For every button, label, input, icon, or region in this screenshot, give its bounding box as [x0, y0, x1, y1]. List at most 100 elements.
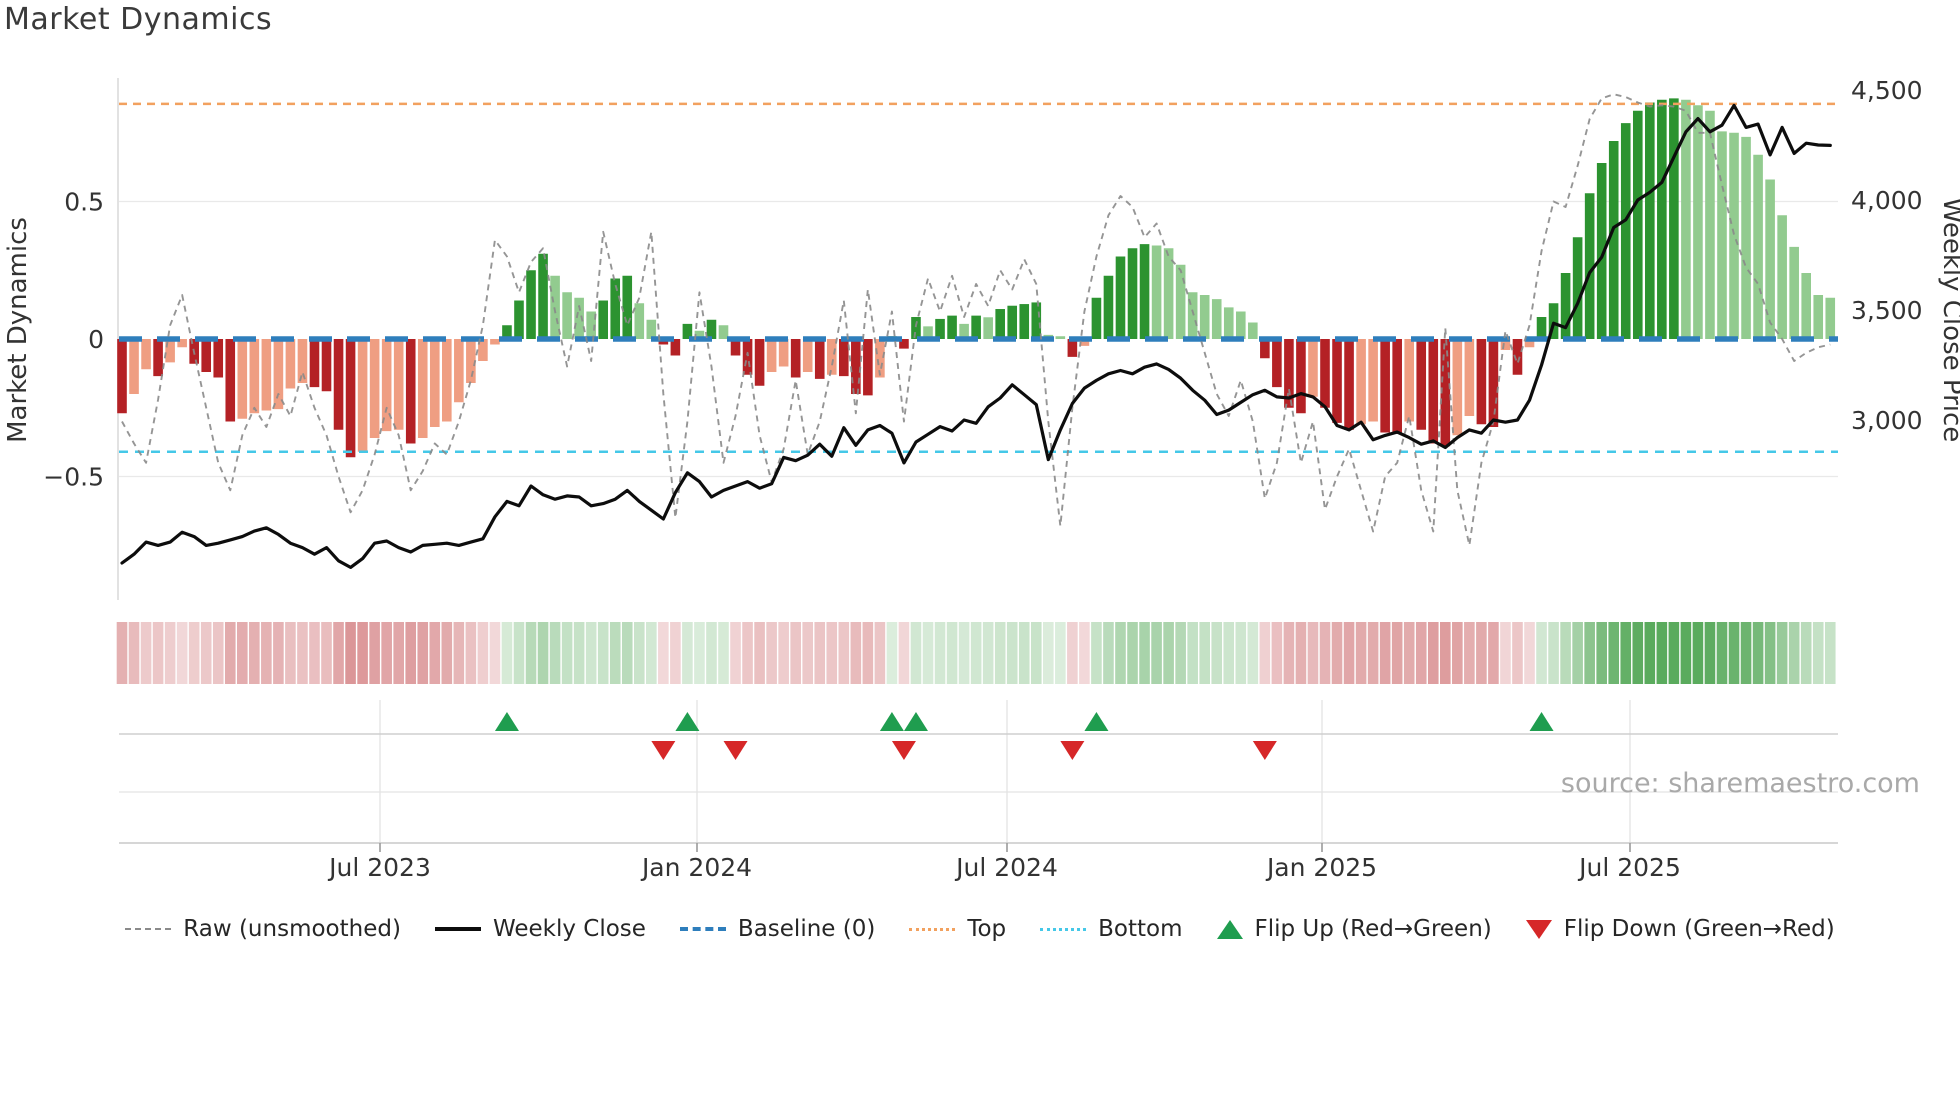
oscillator-bar — [442, 339, 452, 422]
x-axis-tick-label: Jul 2024 — [954, 853, 1058, 882]
chart-legend: Raw (unsmoothed) Weekly Close Baseline (… — [0, 916, 1960, 942]
heatmap-cell — [477, 622, 489, 684]
heatmap-cell — [297, 622, 308, 684]
heatmap-cell — [1055, 622, 1066, 684]
oscillator-bar — [454, 339, 464, 403]
raw-series-line — [121, 93, 1831, 547]
heatmap-cell — [1608, 622, 1620, 684]
oscillator-bar — [393, 339, 404, 430]
heatmap-cell — [934, 622, 946, 684]
oscillator-bar — [1428, 339, 1439, 444]
heatmap-cell — [1091, 622, 1102, 684]
heatmap-cell — [1800, 622, 1812, 684]
heatmap-cell — [1391, 622, 1403, 684]
flip-down-marker — [1060, 741, 1085, 760]
heatmap-cell — [1295, 622, 1307, 684]
heatmap-cell — [489, 622, 501, 684]
oscillator-bar — [285, 339, 296, 389]
heatmap-cell — [465, 622, 477, 684]
oscillator-bar — [1392, 339, 1402, 434]
heatmap-cell — [718, 622, 729, 684]
heatmap-cell — [1644, 622, 1656, 684]
heatmap-cell — [417, 622, 429, 684]
oscillator-bar — [1151, 245, 1162, 339]
oscillator-bar — [814, 339, 825, 379]
heatmap-cell — [1427, 622, 1439, 684]
heatmap-cell — [658, 622, 669, 684]
heatmap-cell — [441, 622, 453, 684]
heatmap-cell — [1403, 622, 1415, 684]
heatmap-cell — [1464, 622, 1475, 684]
oscillator-bar — [1091, 297, 1102, 339]
heatmap-cell — [1476, 622, 1487, 684]
heatmap-cell — [1548, 622, 1559, 684]
x-axis-tick-label: Jan 2025 — [1265, 853, 1377, 882]
x-axis-tick-label: Jul 2023 — [327, 853, 431, 882]
oscillator-bar — [381, 339, 392, 432]
oscillator-bar — [1163, 248, 1174, 339]
heatmap-cell — [1668, 622, 1680, 684]
oscillator-bar — [718, 325, 729, 339]
heatmap-cell — [1343, 622, 1355, 684]
heatmap-cell — [128, 622, 140, 684]
oscillator-bar — [237, 339, 248, 419]
heatmap-cell — [285, 622, 296, 684]
oscillator-bar — [405, 339, 416, 444]
heatmap-cell — [1488, 622, 1499, 684]
heatmap-cell — [1187, 622, 1198, 684]
flip-down-marker — [1252, 741, 1277, 760]
heatmap-cell — [200, 622, 212, 684]
heatmap-cell — [1584, 622, 1595, 684]
oscillator-bar — [1175, 264, 1186, 339]
oscillator-bar — [670, 339, 681, 356]
oscillator-bar — [1536, 317, 1547, 339]
oscillator-bar — [1187, 292, 1198, 339]
heatmap-cell — [1067, 622, 1078, 684]
heatmap-cell — [1716, 622, 1728, 684]
oscillator-bar — [1296, 339, 1306, 414]
oscillator-bar — [249, 339, 260, 414]
oscillator-bar — [1789, 246, 1799, 339]
oscillator-bar — [369, 339, 380, 438]
oscillator-bar — [1404, 339, 1415, 422]
heatmap-cell — [381, 622, 392, 684]
oscillator-bar — [1235, 311, 1246, 339]
heatmap-cell — [1367, 622, 1379, 684]
heatmap-cell — [1656, 622, 1668, 684]
oscillator-bar — [1308, 339, 1318, 397]
oscillator-bar — [935, 318, 945, 339]
legend-label: Top — [967, 916, 1007, 942]
heatmap-cell — [333, 622, 344, 684]
heatmap-cell — [1752, 622, 1764, 684]
oscillator-bar — [959, 323, 969, 339]
heatmap-cell — [1632, 622, 1644, 684]
heatmap-cell — [309, 622, 320, 684]
oscillator-bar — [466, 339, 476, 383]
heatmap-cell — [633, 622, 645, 684]
oscillator-bar — [201, 339, 212, 372]
heatmap-cell — [850, 622, 862, 684]
oscillator-bar — [682, 323, 693, 339]
flip-down-marker — [891, 741, 916, 760]
oscillator-bar — [1464, 339, 1475, 416]
heatmap-cell — [874, 622, 886, 684]
oscillator-bar — [1729, 132, 1739, 339]
heatmap-cell — [585, 622, 597, 684]
x-axis-tick-label: Jul 2025 — [1577, 853, 1681, 882]
oscillator-bar — [1248, 322, 1258, 339]
oscillator-bar — [1272, 339, 1282, 388]
oscillator-bar — [622, 275, 633, 339]
heatmap-cell — [1247, 622, 1259, 684]
oscillator-bar — [429, 339, 440, 427]
heatmap-cell — [1006, 622, 1018, 684]
oscillator-bar — [141, 339, 151, 370]
oscillator-bar — [851, 339, 861, 394]
heatmap-cell — [1572, 622, 1583, 684]
oscillator-bar — [754, 339, 765, 386]
heatmap-cell — [814, 622, 826, 684]
heatmap-cell — [369, 622, 380, 684]
legend-label: Flip Up (Red→Green) — [1254, 916, 1492, 942]
heatmap-cell — [946, 622, 958, 684]
heatmap-cell — [1440, 622, 1451, 684]
